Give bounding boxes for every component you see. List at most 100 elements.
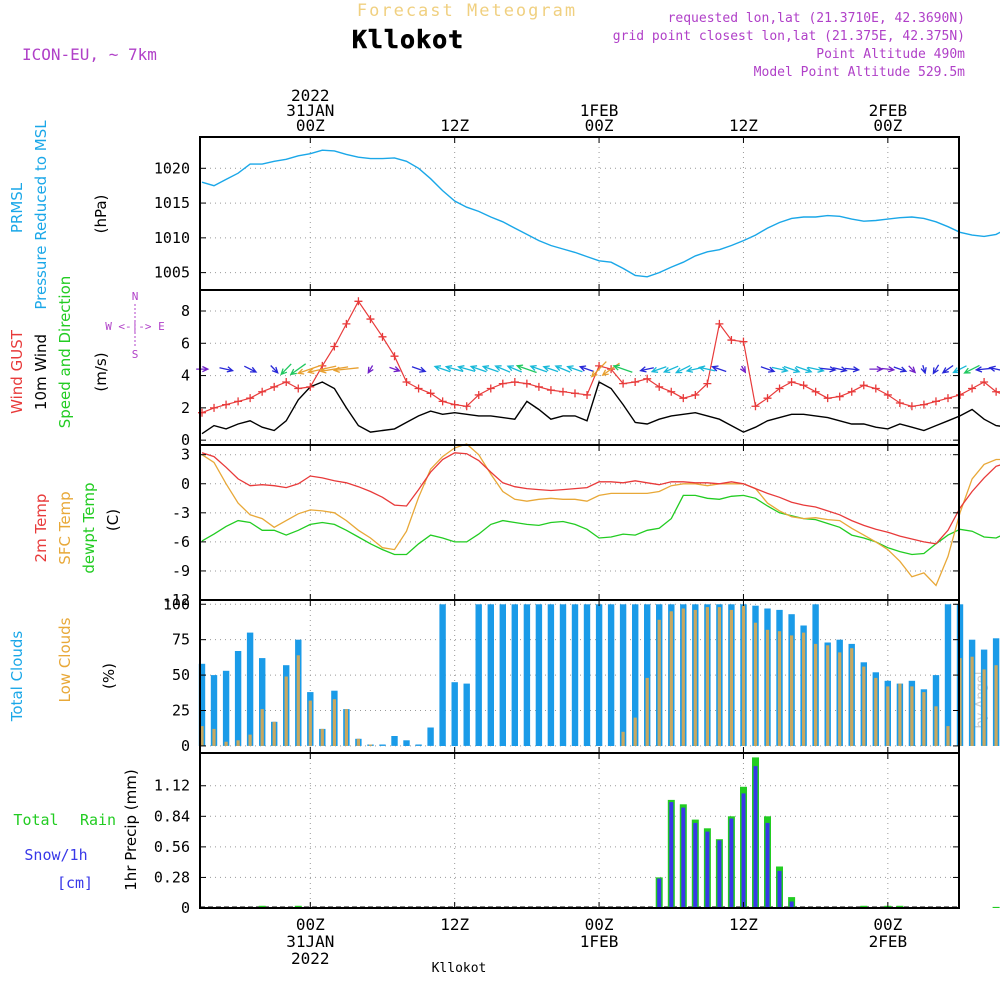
cloud-unit: (%) (100, 663, 118, 689)
low-cloud-bar (741, 605, 746, 746)
gust-marker (330, 342, 339, 351)
gust-marker (883, 390, 892, 399)
temperature-ytick-label: 3 (181, 446, 190, 464)
point-altitude: Point Altitude 490m (816, 47, 965, 62)
wind-arrow (244, 365, 258, 373)
gust-marker (294, 384, 303, 393)
total-cloud-bar (632, 604, 639, 746)
gust-marker (931, 397, 940, 406)
gust-line (201, 300, 1000, 414)
low-cloud-bar (284, 676, 288, 746)
precip-ytick-label: 0 (181, 899, 190, 917)
total-cloud-bar (547, 604, 555, 746)
wind-arrow (270, 365, 279, 374)
wind-arrow (433, 365, 451, 373)
sfc-temp-line (201, 443, 1000, 587)
wind-arrow (529, 364, 548, 373)
wind-ytick-label: 8 (181, 302, 190, 320)
wind-arrow (711, 365, 727, 373)
total-cloud-bar (415, 744, 422, 746)
total-cloud-bar (463, 683, 470, 746)
gust-marker (968, 384, 977, 393)
snow-bar (789, 901, 794, 908)
panel-label-layer: PRMSL Pressure Reduced to MSL (hPa) Wind GU… (8, 120, 165, 892)
total-cloud-bar (391, 736, 398, 746)
data-layer (196, 149, 1000, 908)
gust-marker (438, 397, 447, 406)
wind-label-10m: 10m Wind (32, 334, 50, 410)
wind-arrow (783, 365, 801, 374)
low-cloud-bar (970, 656, 974, 746)
wind-arrow (893, 366, 908, 373)
time-label-top: 12Z (729, 116, 758, 135)
temperature-ytick-label: 0 (181, 475, 190, 493)
total-cloud-bar (595, 604, 603, 746)
total-cloud-bar (222, 670, 230, 746)
total-cloud-bar (475, 604, 482, 746)
precip-frame (199, 752, 960, 909)
wind-arrow (662, 365, 679, 374)
time-label-top: 00Z (585, 116, 614, 135)
gust-marker (366, 315, 375, 324)
low-cloud-bar (645, 677, 649, 746)
total-cloud-bar (583, 604, 591, 746)
gust-marker (631, 378, 640, 387)
requested-coords: requested lon,lat (21.3710E, 42.3690N) (668, 11, 965, 26)
wind-arrow (881, 366, 896, 373)
grid-layer (200, 137, 959, 909)
wind-arrow (578, 365, 595, 373)
gust-marker (402, 378, 411, 387)
wind-arrow (844, 366, 861, 373)
low-cloud-bar (922, 692, 926, 746)
wind-arrow (932, 364, 940, 375)
gust-marker (715, 319, 724, 328)
gust-marker (763, 394, 772, 403)
low-cloud-bar (272, 721, 276, 746)
clouds-ytick-label: 50 (172, 666, 190, 684)
low-cloud-bar (236, 740, 240, 746)
precip-unit: 1hr Precip (mm) (122, 769, 140, 890)
low-cloud-bar (898, 683, 902, 746)
wind-arrow (674, 365, 691, 374)
snow-bar (753, 766, 758, 908)
gust-marker (246, 394, 255, 403)
gust-marker (703, 379, 712, 388)
gust-marker (354, 297, 363, 306)
low-cloud-bar (717, 607, 721, 746)
wind-arrow (820, 366, 837, 373)
precip-label-total: Total (13, 811, 58, 829)
low-cloud-bar (693, 609, 697, 746)
gust-marker (534, 382, 543, 391)
temp-unit: (C) (104, 509, 122, 531)
temperature-ytick-label: -6 (172, 533, 190, 551)
wind-arrow (296, 364, 323, 375)
gust-marker (222, 400, 231, 409)
total-cloud-bar (535, 604, 543, 746)
wind-arrow (457, 365, 476, 373)
total-cloud-bar (511, 604, 518, 746)
low-cloud-bar (621, 731, 625, 746)
time-label-top: 12Z (440, 116, 469, 135)
wind-arrow (411, 366, 427, 373)
low-cloud-bar (814, 643, 818, 746)
gust-marker (992, 387, 1000, 396)
time-label-bottom: 1FEB (580, 932, 619, 951)
wind-arrow (289, 363, 307, 376)
gust-marker (944, 394, 952, 403)
wind-ytick-label: 2 (181, 399, 190, 417)
total-cloud-bar (559, 604, 567, 746)
gust-marker (571, 389, 579, 398)
total-rain-bar (896, 905, 904, 908)
gust-marker (847, 387, 856, 396)
time-label-top: 2022 (291, 86, 330, 105)
gust-marker (956, 390, 965, 399)
gust-marker (775, 384, 784, 393)
footer-location: Kllokot (432, 961, 487, 976)
wind-unit: (m/s) (92, 352, 110, 391)
pressure-ytick-label: 1020 (154, 159, 190, 177)
gust-marker (895, 399, 904, 408)
wind-arrow (389, 366, 401, 373)
gust-marker (619, 379, 628, 388)
gust-marker (980, 378, 989, 387)
